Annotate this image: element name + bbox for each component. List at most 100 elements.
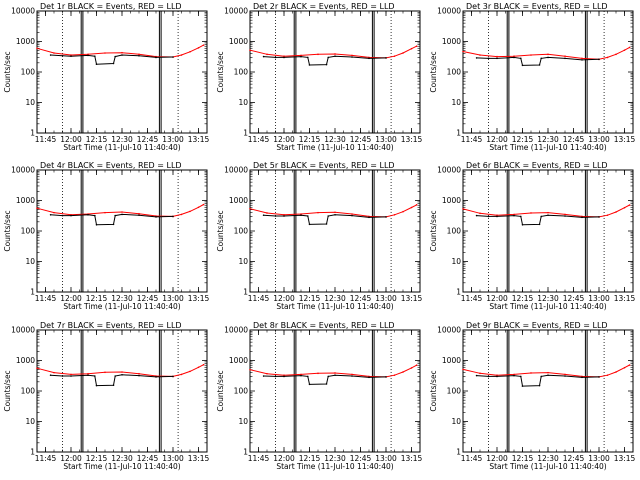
y-tick-label: 10000 [437,166,461,175]
x-tick-label: 13:15 [401,294,423,303]
x-tick-label: 12:45 [563,454,585,463]
events-data-point [547,56,549,59]
y-tick-label: 1 [456,448,461,457]
lld-data-point [283,55,285,57]
x-tick-label: 12:00 [273,294,295,303]
events-data-point [496,57,498,60]
x-tick-label: 12:15 [86,135,108,144]
lld-data-point [615,211,617,213]
events-series-line [50,374,174,387]
events-series-line [263,214,387,225]
chart-panel-3: Det 3r BLACK = Events, RED = LLD 1 10 100 10… [429,2,636,152]
events-data-point [475,374,478,377]
events-data-point [61,214,64,217]
events-data-point [138,374,140,377]
lld-data-point [138,372,140,375]
lld-data-point [351,373,353,376]
chart-title: Det 7r BLACK = Events, RED = LLD [40,321,182,330]
lld-data-point [564,213,566,216]
lld-data-point [180,213,183,216]
x-tick-label: 12:45 [137,294,159,303]
events-data-point [368,57,370,60]
lld-data-point [530,212,532,214]
x-tick-label: 13:15 [188,294,210,303]
lld-data-point [138,53,140,56]
y-tick-label: 10 [451,417,461,426]
lld-data-point [202,363,205,366]
x-tick-label: 12:15 [86,454,108,463]
events-data-point [564,57,566,60]
events-data-point [325,63,328,66]
lld-data-point [628,364,631,366]
lld-data-point [628,46,631,49]
lld-data-point [351,213,353,215]
chart-panel-6: Det 6r BLACK = Events, RED = LLD 1 10 100 10… [429,161,636,311]
events-data-point [262,375,265,377]
x-axis-label: Start Time (11-Jul-10 11:40:40) [276,143,393,152]
x-tick-label: 13:00 [588,454,610,463]
events-series-line [50,213,174,226]
chart-title: Det 8r BLACK = Events, RED = LLD [253,321,395,330]
events-data-point [114,214,116,217]
x-tick-label: 12:00 [273,135,295,144]
x-tick-label: 12:15 [299,454,321,463]
x-tick-label: 13:15 [614,294,636,303]
x-tick-label: 12:30 [537,135,559,144]
events-data-point [300,214,302,216]
x-tick-label: 12:45 [350,294,372,303]
lld-data-point [53,52,55,54]
y-tick-label: 10000 [11,326,35,335]
x-tick-label: 12:30 [111,454,133,463]
x-tick-label: 12:00 [486,294,508,303]
x-tick-label: 13:15 [188,454,210,463]
events-data-point [385,216,387,218]
x-tick-label: 13:15 [188,135,210,144]
y-tick-label: 1 [30,448,35,457]
lld-data-point [606,214,609,216]
lld-data-point [53,211,55,214]
x-tick-label: 12:00 [273,454,295,463]
events-data-point [121,54,123,56]
x-tick-label: 12:15 [299,294,321,303]
lld-data-point [410,206,413,209]
lld-data-point [393,213,396,216]
events-data-point [121,213,123,216]
lld-data-point [513,373,515,376]
events-data-point [368,216,370,219]
y-tick-label: 100 [234,227,249,236]
x-tick-label: 12:00 [60,294,82,303]
x-axis-label: Start Time (11-Jul-10 11:40:40) [63,143,180,152]
lld-data-point [410,47,413,50]
events-data-point [334,55,336,57]
x-axis-label: Start Time (11-Jul-10 11:40:40) [489,302,606,311]
x-tick-label: 11:45 [248,454,270,463]
events-data-point [94,214,96,217]
events-data-point [49,213,52,216]
lld-data-point [402,52,404,54]
events-data-point [325,223,328,225]
x-tick-label: 12:15 [512,454,534,463]
lld-data-point [564,373,566,376]
events-data-point [475,57,478,59]
events-data-point [308,64,311,66]
y-tick-label: 10 [238,98,248,107]
x-tick-label: 12:45 [137,454,159,463]
events-data-point [112,384,115,386]
x-tick-label: 12:30 [324,454,346,463]
events-series-line [476,214,600,226]
x-tick-label: 12:15 [512,294,534,303]
x-tick-label: 12:30 [324,135,346,144]
events-data-point [308,223,311,226]
events-data-point [70,214,72,217]
lld-data-point [513,213,515,216]
events-data-point [368,376,370,379]
lld-data-point [415,45,418,48]
lld-data-point [530,54,532,56]
lld-data-point [104,371,106,374]
lld-data-point [180,373,183,376]
events-data-point [70,375,72,377]
lld-data-point [121,51,123,54]
lld-data-point [249,207,251,210]
x-tick-label: 12:00 [60,135,82,144]
events-data-point [513,214,515,217]
